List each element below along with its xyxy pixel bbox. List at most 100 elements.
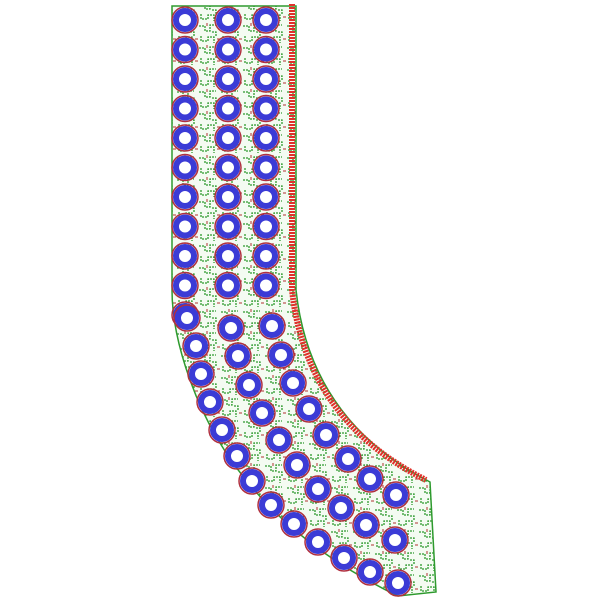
ring <box>198 390 222 414</box>
ring <box>332 546 356 570</box>
ring-outline <box>214 35 242 64</box>
ring <box>173 273 197 298</box>
ring-outline <box>283 451 311 479</box>
ring <box>254 67 278 91</box>
ring <box>329 496 353 520</box>
ring-outline <box>252 124 280 152</box>
ring-outline <box>382 481 410 509</box>
ring <box>254 244 278 268</box>
ring <box>216 244 240 268</box>
ring-outline <box>356 465 384 493</box>
ring-outline <box>356 558 384 586</box>
ring-outline <box>280 510 308 538</box>
ring-outline <box>214 153 242 182</box>
ring-outline <box>208 416 236 444</box>
ring <box>314 423 338 447</box>
ring <box>267 428 291 452</box>
ring <box>173 185 197 209</box>
ring-outline <box>214 6 242 34</box>
ring-outline <box>252 183 280 211</box>
ring <box>173 37 197 62</box>
ring-outline <box>267 341 295 369</box>
ring <box>189 362 213 386</box>
ring <box>254 96 278 121</box>
ring-outline <box>235 371 263 399</box>
ring-outline <box>381 526 409 554</box>
ring-outline <box>304 475 332 503</box>
ring-outline <box>258 312 286 340</box>
ring-outline <box>252 6 280 34</box>
ring <box>254 155 278 180</box>
ring-outline <box>171 65 199 93</box>
ring <box>240 469 264 493</box>
ring-outline <box>252 94 280 123</box>
ring-outline <box>214 124 242 152</box>
ring-outline <box>279 369 307 397</box>
ring <box>210 418 234 442</box>
ring-outline <box>171 153 199 182</box>
ring <box>216 8 240 32</box>
ring <box>354 513 378 537</box>
ring <box>297 397 321 421</box>
ring-outline <box>252 242 280 270</box>
ring <box>225 444 249 468</box>
ring <box>358 467 382 491</box>
ring-outline <box>295 395 323 423</box>
ring-outline <box>214 212 242 241</box>
ring <box>383 528 407 552</box>
ring-outline <box>252 212 280 241</box>
ring-outline <box>252 35 280 64</box>
ring <box>384 483 408 507</box>
ring-outline <box>265 426 293 454</box>
ring-outline <box>171 124 199 152</box>
ring <box>216 67 240 91</box>
ring <box>173 126 197 150</box>
ring-outline <box>304 528 332 556</box>
ring-outline <box>171 94 199 123</box>
ring-outline <box>330 544 358 572</box>
ring-outline <box>223 442 251 470</box>
ring-outline <box>224 342 252 370</box>
ring-outline <box>312 421 340 449</box>
ring-outline <box>171 35 199 64</box>
ring-outline <box>214 94 242 123</box>
ring-outline <box>171 271 199 300</box>
ring <box>184 334 208 358</box>
ring-group <box>171 6 412 597</box>
ring-outline <box>214 65 242 93</box>
ring-outline <box>327 494 355 522</box>
ring <box>173 67 197 91</box>
ring <box>254 37 278 62</box>
ring <box>386 571 410 595</box>
ring-outline <box>171 242 199 270</box>
ring-outline <box>171 212 199 241</box>
ring-outline <box>187 360 215 388</box>
ring <box>219 316 243 340</box>
ring <box>173 214 197 239</box>
ring-outline <box>248 399 276 427</box>
ring-outline <box>252 65 280 93</box>
ring-outline <box>334 445 362 473</box>
ring-outline <box>384 569 412 597</box>
ring <box>281 371 305 395</box>
ring <box>254 185 278 209</box>
ring-outline <box>352 511 380 539</box>
ring-outline <box>214 271 242 300</box>
ring <box>254 126 278 150</box>
ring-outline <box>214 242 242 270</box>
ring <box>306 530 330 554</box>
ring <box>216 126 240 150</box>
satin-edge <box>289 4 428 483</box>
ring-outline <box>214 183 242 211</box>
ring <box>216 185 240 209</box>
ring <box>216 37 240 62</box>
ring-outline <box>171 6 199 34</box>
ring <box>173 155 197 180</box>
ring <box>358 560 382 584</box>
ring <box>254 273 278 298</box>
ring <box>260 314 284 338</box>
ring-outline <box>173 304 201 332</box>
ring <box>254 214 278 239</box>
ring <box>216 96 240 121</box>
